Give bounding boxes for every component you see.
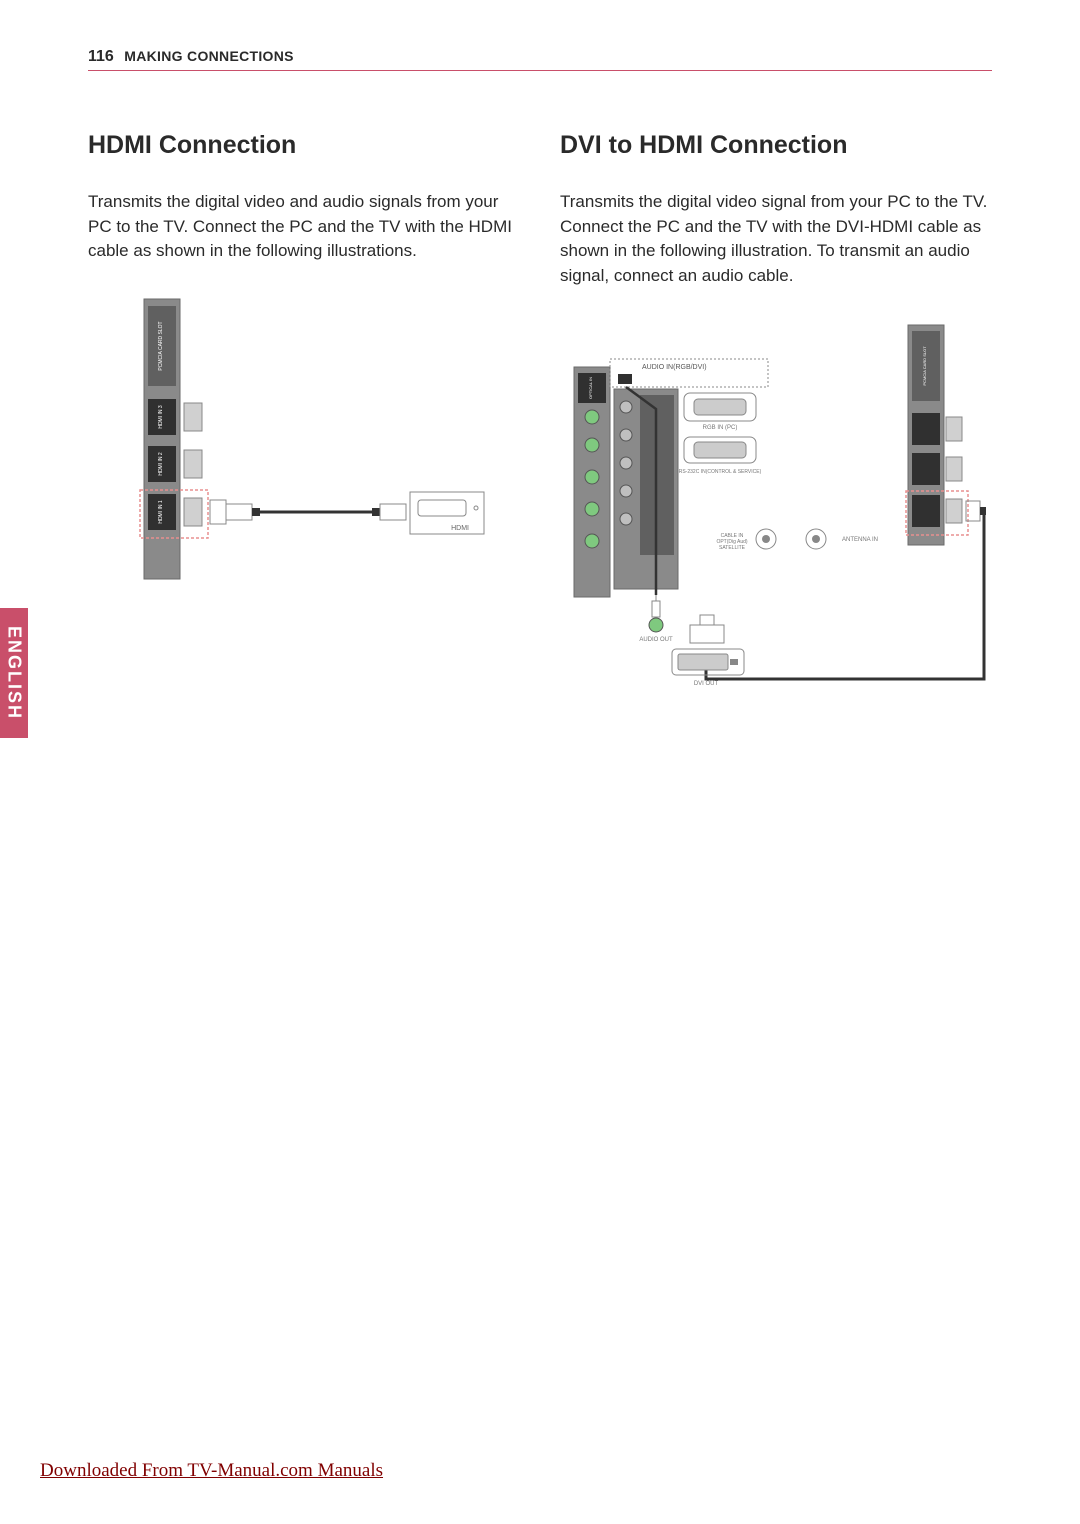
svg-text:SATELLITE: SATELLITE <box>719 545 746 551</box>
svg-text:PCMCIA CARD SLOT: PCMCIA CARD SLOT <box>922 345 927 385</box>
hdmi-body: Transmits the digital video and audio si… <box>88 190 520 264</box>
svg-text:PCMCIA CARD SLOT: PCMCIA CARD SLOT <box>158 321 164 370</box>
svg-text:DVI OUT: DVI OUT <box>694 681 719 687</box>
svg-text:AUDIO IN(RGB/DVI): AUDIO IN(RGB/DVI) <box>642 364 707 371</box>
header-title: MAKING CONNECTIONS <box>124 48 294 64</box>
footer-link[interactable]: Downloaded From TV-Manual.com Manuals <box>40 1460 383 1482</box>
right-column: DVI to HDMI Connection Transmits the dig… <box>560 131 992 724</box>
content-columns: HDMI Connection Transmits the digital vi… <box>88 131 992 724</box>
left-column: HDMI Connection Transmits the digital vi… <box>88 131 520 724</box>
page-number: 116 <box>88 48 114 65</box>
svg-text:HDMI IN 2: HDMI IN 2 <box>158 452 164 476</box>
svg-text:AUDIO OUT: AUDIO OUT <box>639 637 673 643</box>
svg-text:HDMI: HDMI <box>451 525 469 532</box>
hdmi-diagram: PCMCIA CARD SLOT HDMI IN 3 HDMI IN 2 HDM… <box>88 294 520 584</box>
dvi-diagram: OPTICAL IN AUDIO IN(RGB/DVI) <box>560 319 992 719</box>
svg-text:RGB IN (PC): RGB IN (PC) <box>703 425 738 431</box>
dvi-heading: DVI to HDMI Connection <box>560 131 992 160</box>
svg-text:ANTENNA IN: ANTENNA IN <box>842 537 878 543</box>
svg-text:OPTICAL IN: OPTICAL IN <box>588 376 593 398</box>
page-header: 116 MAKING CONNECTIONS <box>88 48 992 71</box>
svg-text:RS-232C IN(CONTROL & SERVICE): RS-232C IN(CONTROL & SERVICE) <box>679 469 762 475</box>
dvi-body: Transmits the digital video signal from … <box>560 190 992 289</box>
svg-text:HDMI IN 3: HDMI IN 3 <box>158 405 164 429</box>
hdmi-heading: HDMI Connection <box>88 131 520 160</box>
svg-text:HDMI IN 1: HDMI IN 1 <box>158 500 164 524</box>
page-container: 116 MAKING CONNECTIONS HDMI Connection T… <box>0 0 1080 1524</box>
